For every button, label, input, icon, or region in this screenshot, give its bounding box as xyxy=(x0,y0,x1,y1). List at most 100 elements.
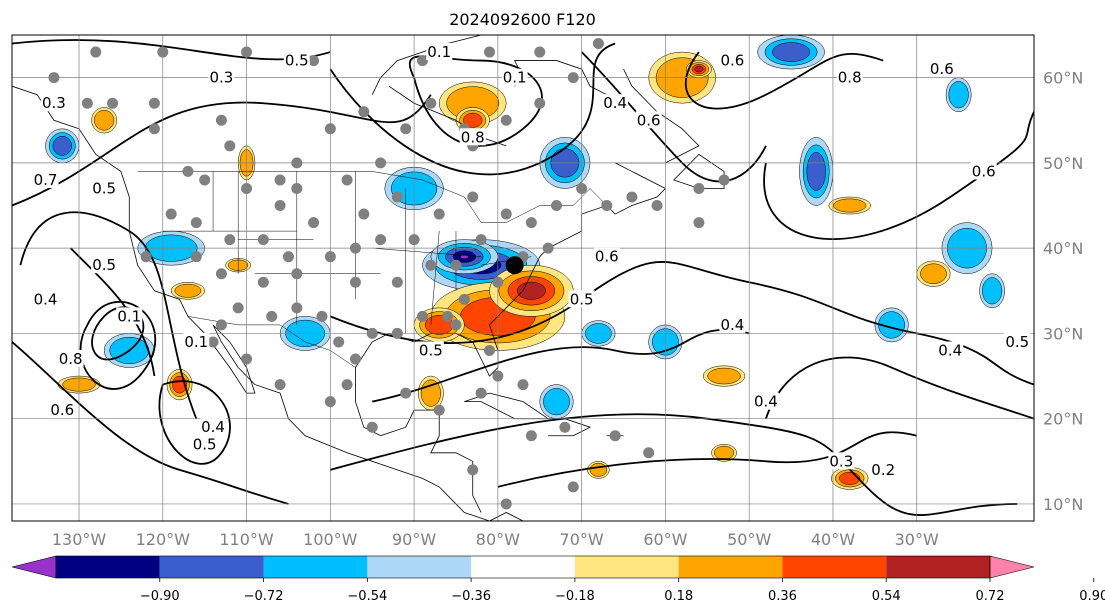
contour-label-bg xyxy=(937,341,964,359)
shade-blob xyxy=(707,367,741,385)
lon-tick-label: 40°W xyxy=(811,530,855,549)
lon-tick-label: 130°W xyxy=(52,530,107,549)
station-dot xyxy=(525,217,537,229)
lon-tick-label: 110°W xyxy=(219,530,274,549)
contour-label: 0.7 xyxy=(34,171,58,189)
colorbar-bin xyxy=(56,556,160,578)
station-dot xyxy=(626,191,638,203)
station-dot xyxy=(500,114,512,126)
station-dot xyxy=(341,174,353,186)
contour-line xyxy=(19,211,198,420)
station-dot xyxy=(224,140,236,152)
contour-label: 0.4 xyxy=(603,94,627,112)
contour-label-bg xyxy=(593,247,620,265)
station-dot xyxy=(199,174,211,186)
station-dot xyxy=(433,208,445,220)
shade-blob xyxy=(543,388,570,416)
colorbar-tick-label: −0.36 xyxy=(451,589,491,604)
colorbar-extend-high xyxy=(989,555,1035,579)
station-dot xyxy=(416,310,428,322)
station-dot xyxy=(282,251,294,263)
station-dot xyxy=(567,481,579,493)
station-dot xyxy=(257,234,269,246)
colorbar-tick-label: 0.54 xyxy=(872,589,901,604)
station-dot xyxy=(148,123,160,135)
station-dot xyxy=(534,46,546,58)
station-dot xyxy=(450,259,462,271)
contour-label: 0.5 xyxy=(570,290,594,308)
shade-blob xyxy=(839,471,861,485)
coastline xyxy=(371,35,482,95)
station-dot xyxy=(450,319,462,331)
contour-label-bg xyxy=(417,341,444,359)
lon-tick-label: 120°W xyxy=(136,530,191,549)
contour-line xyxy=(158,380,231,465)
contour-label-bg xyxy=(426,43,453,61)
target-marker xyxy=(505,256,524,275)
station-dot xyxy=(592,38,604,50)
contour-label-bg xyxy=(91,179,118,197)
station-dot xyxy=(442,310,454,322)
station-dot xyxy=(140,251,152,263)
station-dot xyxy=(467,464,479,476)
contour-labels: 0.50.30.10.10.30.7 0.50.50.40.10.80.60.10… xyxy=(32,43,1031,479)
station-dot xyxy=(257,276,269,288)
contour-label-bg xyxy=(870,460,897,478)
station-dot xyxy=(525,430,537,442)
colorbar-tick-label: −0.54 xyxy=(347,589,387,604)
colorbar-bin xyxy=(678,556,783,578)
contour-label: 0.8 xyxy=(838,69,862,87)
contour-label: 0.1 xyxy=(503,69,527,87)
contour-label: 0.6 xyxy=(720,52,744,70)
contour-label-bg xyxy=(836,68,863,86)
contour-label-bg xyxy=(568,290,595,308)
shade-blob xyxy=(833,198,867,213)
contour-label: 0.5 xyxy=(92,256,116,274)
lon-tick-label: 70°W xyxy=(560,530,604,549)
colorbar-bin xyxy=(782,556,887,578)
station-dot xyxy=(341,379,353,391)
colorbar-extend-low xyxy=(11,555,57,579)
shade-blob xyxy=(94,110,115,131)
colorbar-tick-label: −0.18 xyxy=(555,589,595,604)
colorbar-tick-label: 0.72 xyxy=(976,589,1005,604)
station-dot xyxy=(308,55,320,67)
shade-blob xyxy=(948,81,969,109)
contour-line xyxy=(763,111,1034,240)
contour-label-bg xyxy=(200,418,227,436)
contour-label: 0.8 xyxy=(59,350,83,368)
station-dot xyxy=(391,276,403,288)
coastline xyxy=(388,85,507,147)
contour-label: 0.4 xyxy=(34,290,58,308)
station-dot xyxy=(308,217,320,229)
station-dot xyxy=(433,404,445,416)
station-dot xyxy=(333,336,345,348)
colorbar-tick-label: 0.36 xyxy=(768,589,797,604)
station-dot xyxy=(316,310,328,322)
station-dot xyxy=(693,217,705,229)
contour-label-bg xyxy=(183,332,210,350)
map-layers: 0.50.30.10.10.30.7 0.50.50.40.10.80.60.10… xyxy=(12,35,1034,521)
contour-label-bg xyxy=(32,290,59,308)
lon-tick-label: 100°W xyxy=(303,530,358,549)
colorbar-tick-label: 0.90 xyxy=(1079,589,1105,604)
station-dot xyxy=(601,200,613,212)
contour-label: 0.6 xyxy=(930,60,954,78)
lon-tick-label: 30°W xyxy=(895,530,939,549)
contour-label-bg xyxy=(752,392,779,410)
contour-line xyxy=(12,94,432,207)
lat-tick-label: 50°N xyxy=(1043,154,1083,173)
lon-tick-label: 50°W xyxy=(727,530,771,549)
shade-blob xyxy=(920,263,947,284)
contour-label: 0.5 xyxy=(92,179,116,197)
station-dot xyxy=(291,302,303,314)
station-dot xyxy=(475,234,487,246)
station-dot xyxy=(500,208,512,220)
station-dot xyxy=(458,293,470,305)
shade-blob xyxy=(589,462,608,477)
shade-blob xyxy=(713,445,735,460)
station-dot xyxy=(291,182,303,194)
station-dot xyxy=(366,421,378,433)
station-dot xyxy=(483,46,495,58)
